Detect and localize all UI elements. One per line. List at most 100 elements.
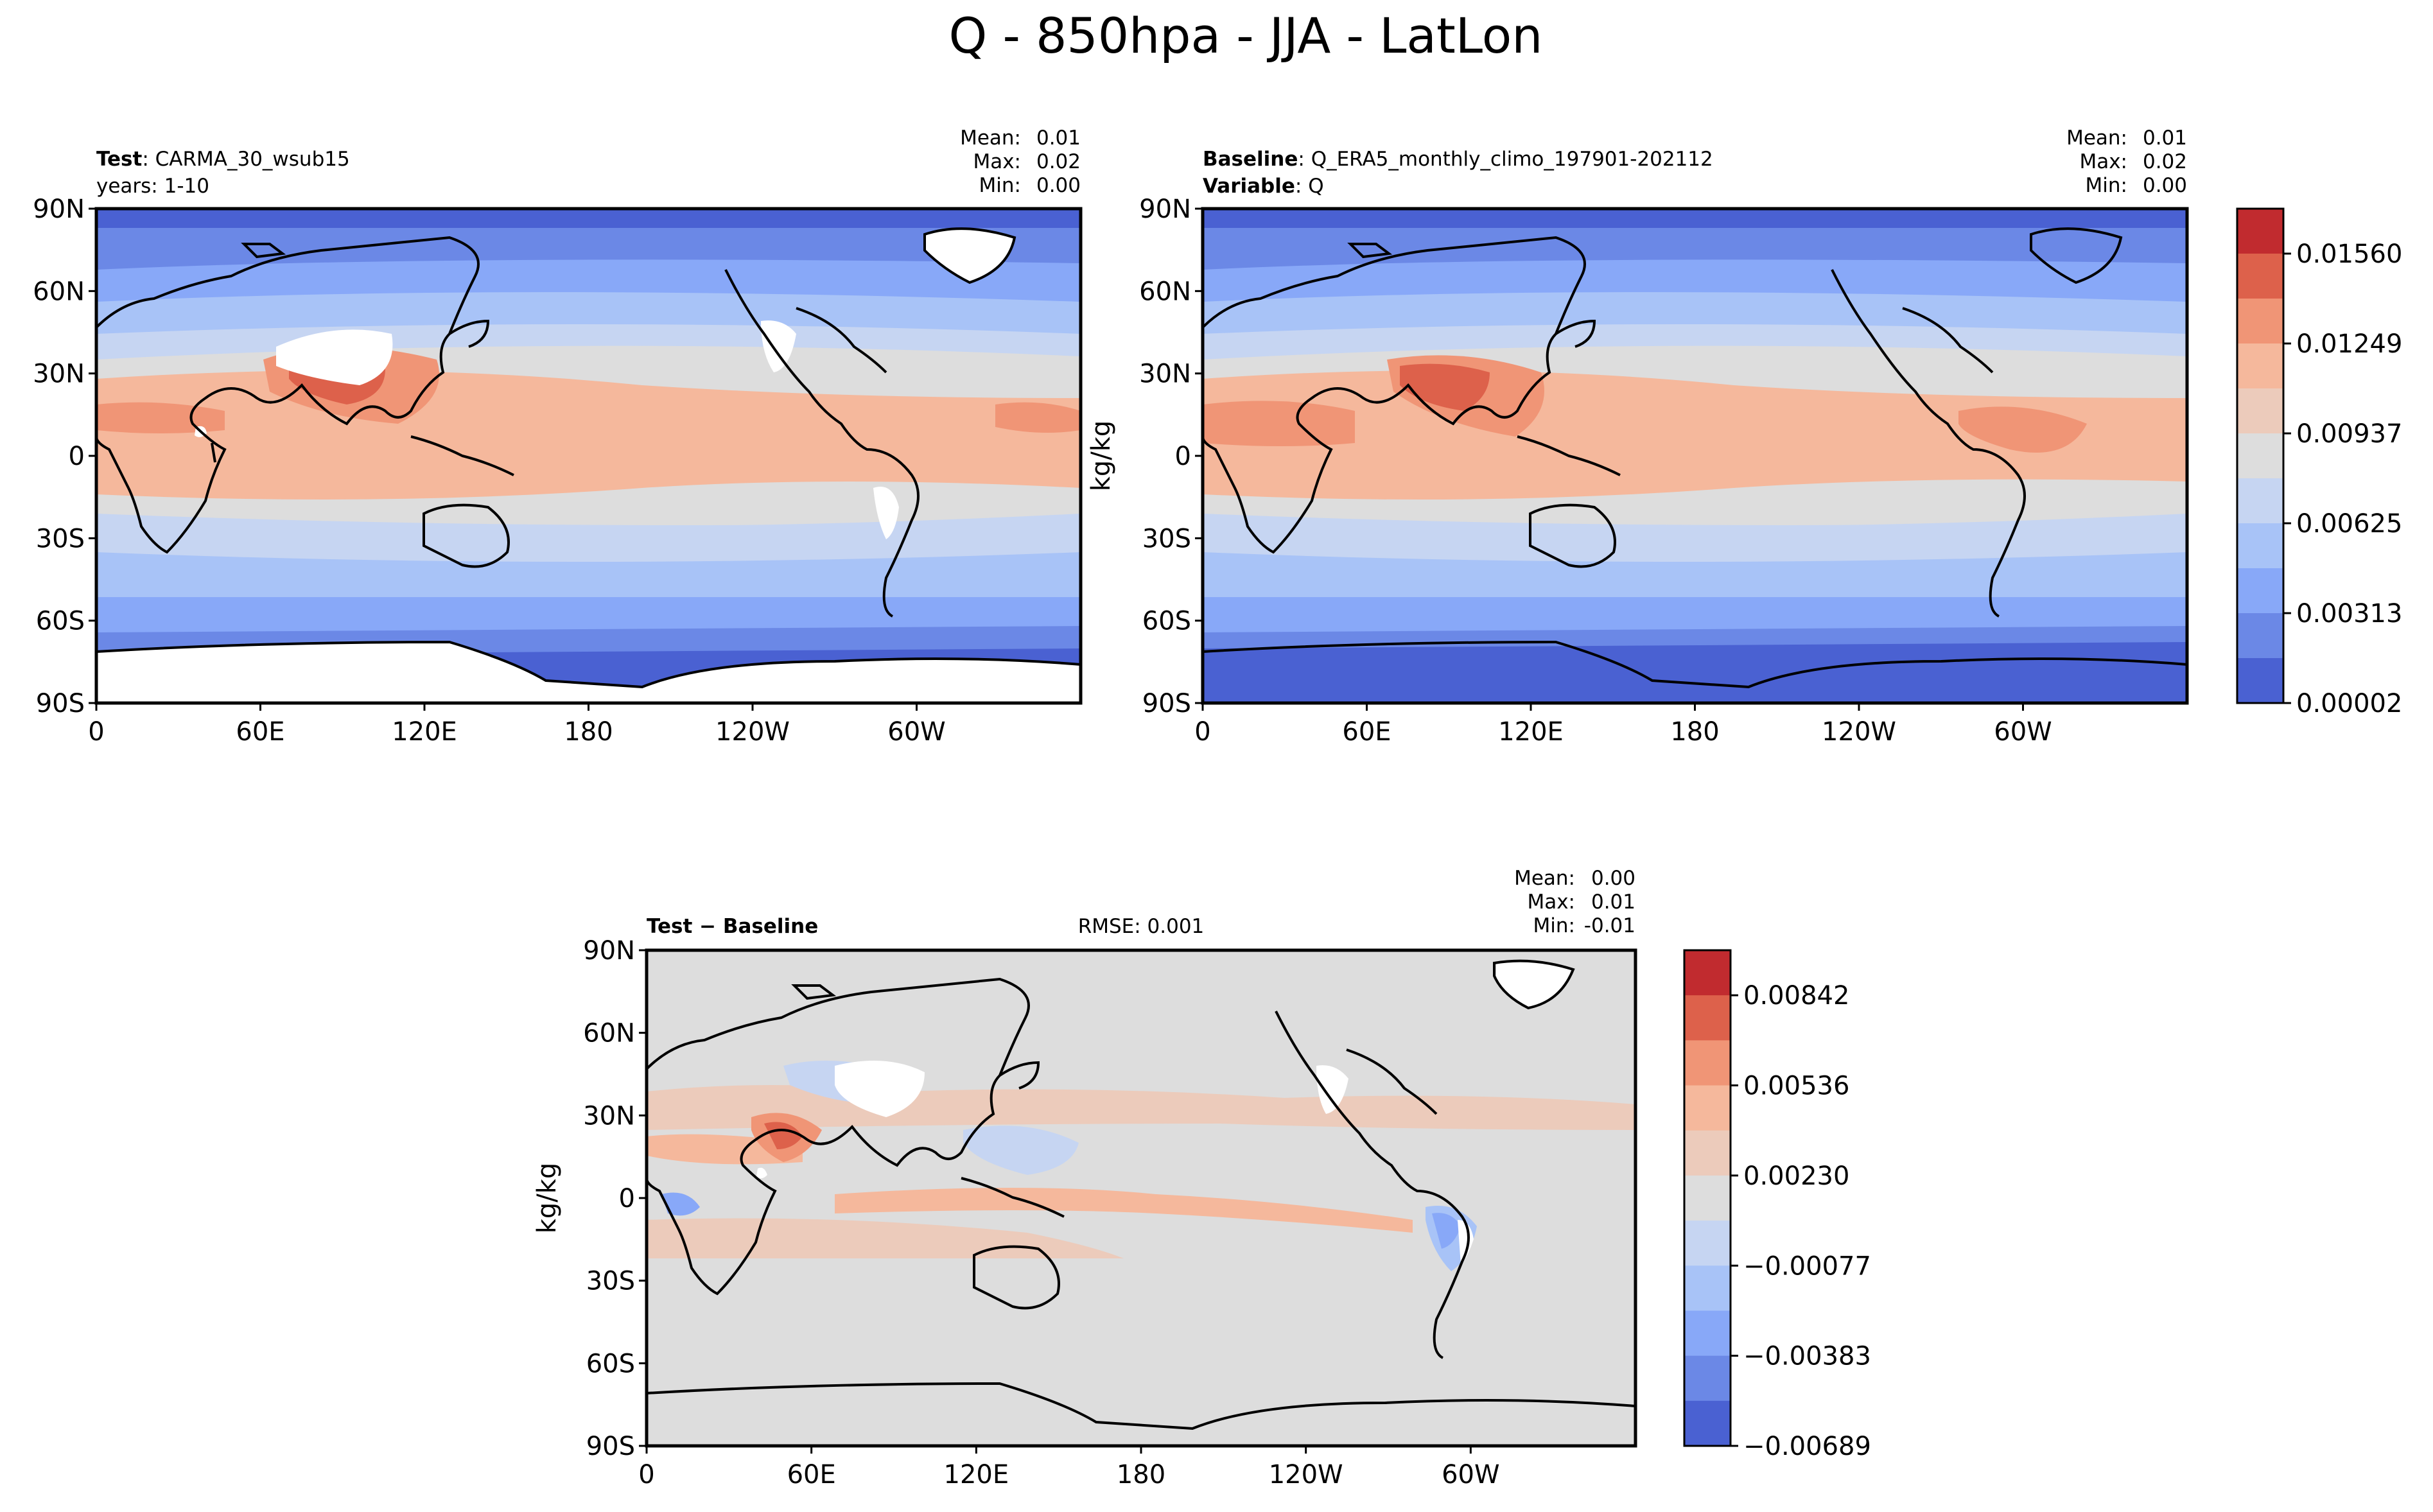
diff-colorbar: 0.00842 0.00536 0.00230 −0.00077 −0.00383 −0.… [1683, 949, 1871, 1461]
test-max-value: 0.02 [1036, 150, 1081, 173]
diff-lon-tick-label: 120E [944, 1460, 1009, 1490]
baseline-lat-tick-label: 90S [1142, 689, 1191, 718]
baseline-mean-label: Mean: [2066, 126, 2127, 150]
test-years: years: 1-10 [96, 175, 209, 198]
diff-lat-tick-label: 30S [586, 1267, 635, 1296]
test-lon-tick-label: 120E [392, 717, 457, 747]
main-colorbar-segment [2237, 343, 2283, 389]
diff-colorbar-tick-label: 0.00842 [1743, 981, 1849, 1011]
test-lon-tick-label: 120W [715, 717, 790, 747]
baseline-lat-tick-label: 30S [1142, 524, 1191, 553]
diff-stats: Mean: 0.00 Max: 0.01 Min: -0.01 [1514, 867, 1635, 937]
main-colorbar-segment [2237, 209, 2283, 254]
diff-lon-tick-label: 0 [638, 1460, 654, 1490]
main-colorbar-tick-label: 0.01560 [2296, 239, 2402, 269]
diff-lon-tick-label: 60W [1442, 1460, 1499, 1490]
baseline-lon-tick-label: 60W [1994, 717, 2052, 747]
diff-max-value: 0.01 [1591, 891, 1635, 914]
variable-colon: : [1295, 175, 1308, 198]
main-colorbar-segments [2237, 209, 2283, 704]
diff-lon-tick-label: 60E [787, 1460, 836, 1490]
test-lat-tick-label: 60N [33, 277, 85, 306]
variable-label: Variable [1203, 175, 1295, 198]
diff-lat-tick-label: 90S [586, 1432, 635, 1461]
baseline-max-value: 0.02 [2143, 150, 2187, 173]
main-colorbar-frame [2236, 207, 2285, 704]
test-map-field [96, 209, 1081, 703]
diff-colorbar-segment [1684, 1040, 1731, 1086]
diff-colorbar-segment [1684, 1355, 1731, 1402]
diff-mean-label: Mean: [1514, 867, 1575, 890]
baseline-stats: Mean: 0.01 Max: 0.02 Min: 0.00 [2066, 126, 2187, 197]
diff-coastlines [647, 959, 1635, 1430]
diff-colorbar-segment [1684, 1130, 1731, 1176]
diff-lon-tick-label: 120W [1269, 1460, 1343, 1490]
diff-lat-tick-label: 60N [583, 1019, 635, 1048]
baseline-min-value: 0.00 [2143, 174, 2187, 197]
baseline-min-label: Min: [2086, 174, 2127, 197]
diff-label: Test − Baseline [647, 915, 818, 938]
test-mean-value: 0.01 [1036, 126, 1081, 150]
main-colorbar-segment [2237, 299, 2283, 344]
main-colorbar-segment [2237, 568, 2283, 614]
diff-colorbar-segment [1684, 1265, 1731, 1312]
main-colorbar-segment [2237, 613, 2283, 659]
diff-max-label: Max: [1527, 891, 1575, 914]
baseline-lon-tick-label: 0 [1194, 717, 1210, 747]
baseline-max-label: Max: [2079, 150, 2127, 173]
diff-min-value: -0.01 [1584, 914, 1635, 937]
diff-colorbar-tick-label: −0.00689 [1743, 1432, 1871, 1461]
baseline-mean-value: 0.01 [2143, 126, 2187, 150]
test-lat-tick-label: 90S [36, 689, 85, 718]
test-lat-tick-label: 0 [69, 442, 85, 471]
diff-map-field [647, 950, 1635, 1446]
test-coastlines [96, 227, 1081, 689]
baseline-lon-tick-label: 120E [1498, 717, 1564, 747]
diff-colorbar-segment [1684, 950, 1731, 996]
diff-colorbar-tick-label: −0.00077 [1743, 1251, 1871, 1281]
baseline-lat-tick-label: 90N [1139, 195, 1191, 224]
diff-colorbar-tick-label: 0.00536 [1743, 1072, 1849, 1101]
baseline-name: Q_ERA5_monthly_climo_197901-202112 [1311, 148, 1713, 171]
test-lat-tick-label: 30N [33, 360, 85, 389]
test-mean-label: Mean: [960, 126, 1021, 150]
baseline-coastlines [1203, 227, 2187, 689]
diff-colorbar-segment [1684, 995, 1731, 1041]
diff-min-label: Min: [1533, 914, 1575, 937]
test-lon-tick-label: 60W [887, 717, 945, 747]
test-max-label: Max: [973, 150, 1021, 173]
main-colorbar-segment [2237, 523, 2283, 569]
test-panel: Test: CARMA_30_wsub15 years: 1-10 Mean: … [33, 126, 1083, 747]
baseline-ylabel: kg/kg [1086, 421, 1116, 492]
diff-ylabel: kg/kg [532, 1163, 562, 1234]
main-colorbar: 0.01560 0.01249 0.00937 0.00625 0.00313 0.000… [2236, 207, 2402, 718]
diff-colorbar-segment [1684, 1175, 1731, 1221]
main-colorbar-segment [2237, 388, 2283, 434]
test-lon-tick-label: 60E [236, 717, 284, 747]
diff-lat-tick-label: 0 [619, 1184, 635, 1213]
diff-colorbar-segments [1684, 950, 1731, 1447]
main-colorbar-segment [2237, 658, 2283, 704]
diff-rmse: RMSE: 0.001 [1078, 915, 1205, 938]
diff-lat-tick-label: 30N [583, 1101, 635, 1131]
baseline-label: Baseline [1203, 148, 1298, 171]
main-colorbar-tick-label: 0.00937 [2296, 419, 2402, 449]
diff-lat-tick-label: 60S [586, 1349, 635, 1378]
main-colorbar-segment [2237, 254, 2283, 299]
test-lat-tick-label: 60S [36, 607, 85, 636]
test-label: Test [96, 148, 143, 171]
diff-colorbar-ticks: 0.00842 0.00536 0.00230 −0.00077 −0.00383 −0.… [1731, 981, 1871, 1461]
test-lat-tick-label: 30S [36, 524, 85, 553]
test-colon: : [142, 148, 155, 171]
variable-name: Q [1308, 175, 1323, 198]
main-colorbar-segment [2237, 433, 2283, 479]
svg-text:Test: CARMA_30_wsub15: Test: CARMA_30_wsub15 [96, 148, 350, 171]
baseline-lat-tick-label: 30N [1139, 360, 1191, 389]
diff-panel: Test − Baseline RMSE: 0.001 Mean: 0.00 M… [532, 867, 1637, 1490]
baseline-lat-tick-label: 60S [1142, 607, 1191, 636]
main-colorbar-tick-label: 0.00625 [2296, 509, 2402, 539]
